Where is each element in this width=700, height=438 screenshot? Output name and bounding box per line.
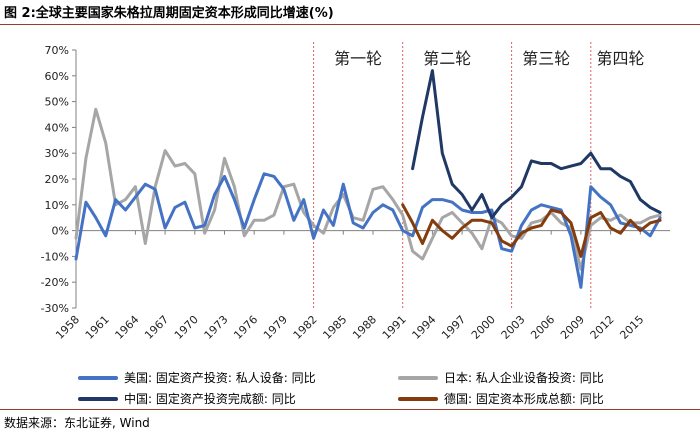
series-line-japan <box>74 107 662 271</box>
y-tick-label: 20% <box>45 173 69 186</box>
y-tick-label: 60% <box>45 70 69 83</box>
y-tick-label: -30% <box>41 302 69 315</box>
x-tick-label: 2003 <box>499 313 528 342</box>
bottom-rule <box>0 409 700 410</box>
x-tick-label: 1997 <box>439 313 468 342</box>
cycle-label: 第三轮 <box>522 49 570 68</box>
x-tick-label: 2009 <box>558 313 587 342</box>
x-tick-label: 1982 <box>291 313 320 342</box>
y-tick-label: 40% <box>45 121 69 134</box>
x-tick-label: 1973 <box>202 313 231 342</box>
y-tick-label: 0% <box>52 225 69 238</box>
x-tick-label: 1961 <box>83 313 112 342</box>
x-tick-label: 1967 <box>142 313 171 342</box>
x-tick-label: 1979 <box>261 313 290 342</box>
y-tick-label: 70% <box>45 44 69 57</box>
x-tick-label: 1988 <box>350 313 379 342</box>
top-rule <box>0 24 700 25</box>
source-note: 数据来源：东北证券, Wind <box>4 416 150 430</box>
cycle-label: 第四轮 <box>596 49 644 68</box>
y-tick-label: 50% <box>45 96 69 109</box>
cycle-label: 第一轮 <box>334 49 382 68</box>
y-tick-label: -20% <box>41 276 69 289</box>
x-tick-label: 2015 <box>617 313 646 342</box>
x-tick-label: 2012 <box>588 313 617 342</box>
x-tick-label: 1958 <box>53 313 82 342</box>
x-tick-label: 1991 <box>380 313 409 342</box>
figure-title: 图 2:全球主要国家朱格拉周期固定资本形成同比增速(%) <box>4 6 334 21</box>
x-tick-label: 1985 <box>320 313 349 342</box>
x-tick-label: 2000 <box>469 313 498 342</box>
series-line-germany <box>401 203 662 258</box>
x-tick-label: 1970 <box>172 313 201 342</box>
x-tick-label: 2006 <box>528 313 557 342</box>
series-line-china <box>411 69 662 220</box>
x-tick-label: 1976 <box>231 313 260 342</box>
cycle-label: 第二轮 <box>423 49 471 68</box>
y-tick-label: 30% <box>45 147 69 160</box>
y-tick-label: -10% <box>41 250 69 263</box>
y-tick-label: 10% <box>45 199 69 212</box>
x-tick-label: 1994 <box>410 313 439 342</box>
x-tick-label: 1964 <box>113 313 142 342</box>
